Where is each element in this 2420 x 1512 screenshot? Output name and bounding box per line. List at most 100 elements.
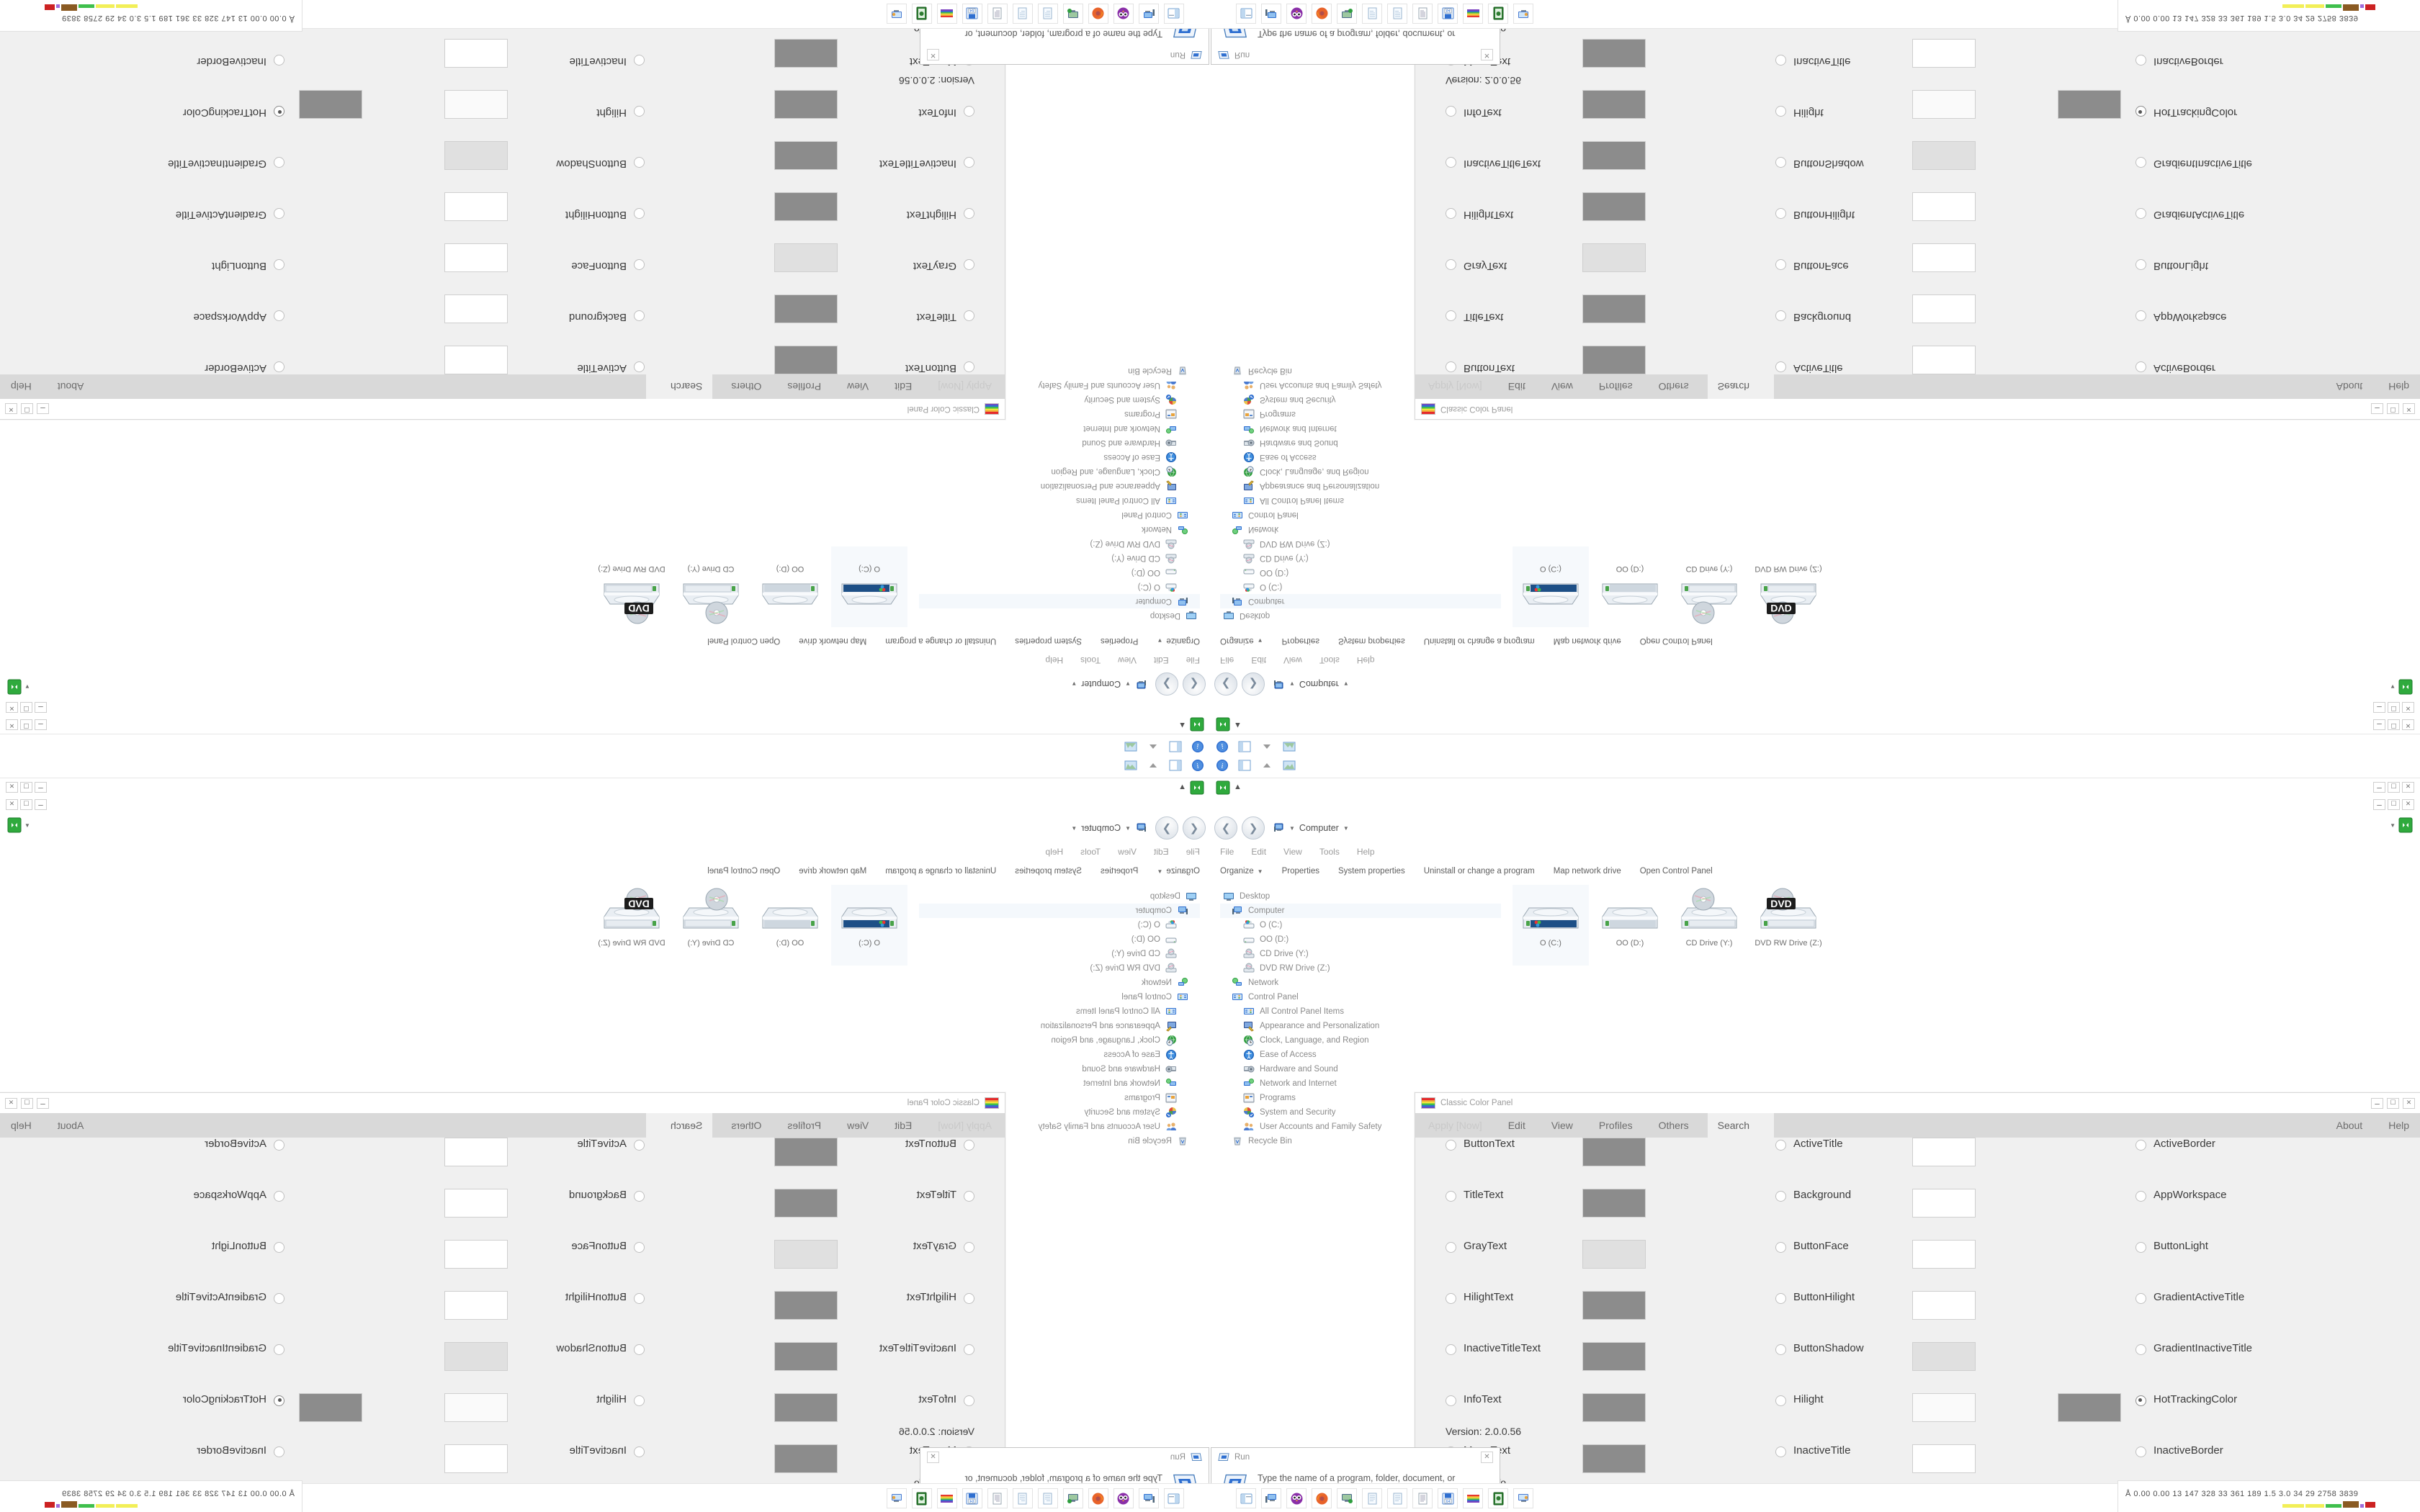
color-setting-row[interactable]: ButtonText — [658, 1138, 974, 1189]
chevron-down-icon[interactable]: ▼ — [2390, 822, 2396, 829]
color-swatch[interactable] — [444, 1291, 508, 1320]
system-properties-button[interactable]: System properties — [1338, 636, 1405, 645]
drive-item[interactable]: OO (D:) — [752, 885, 828, 966]
menu-item-help[interactable]: Help — [1356, 847, 1375, 857]
color-swatch[interactable] — [1912, 90, 1976, 119]
color-swatch[interactable] — [774, 1291, 838, 1320]
run-title-bar[interactable]: Run ✕ — [1211, 1448, 1500, 1467]
color-setting-row[interactable]: ButtonFace — [1775, 1240, 2092, 1291]
menu-item-tools[interactable]: Tools — [1080, 847, 1101, 857]
tree-item-computer[interactable]: Computer — [919, 594, 1200, 608]
taskbar-item-green-app[interactable] — [912, 1488, 932, 1508]
open-control-panel-button[interactable]: Open Control Panel — [1639, 636, 1713, 645]
color-radio[interactable] — [2136, 106, 2146, 117]
color-radio[interactable] — [1775, 106, 1786, 117]
taskbar-item-display-settings[interactable] — [1337, 1488, 1357, 1508]
menu-item-help[interactable]: Help — [1045, 655, 1064, 665]
color-radio[interactable] — [1775, 55, 1786, 66]
tree-item-oo-d[interactable]: OO (D:) — [919, 932, 1200, 947]
color-radio[interactable] — [274, 310, 284, 321]
green-refresh-icon[interactable] — [1190, 717, 1204, 732]
menu-item-tools[interactable]: Tools — [1080, 655, 1101, 665]
color-swatch[interactable] — [1912, 1189, 1976, 1218]
taskbar-item-firefox[interactable] — [1088, 1488, 1108, 1508]
color-setting-row[interactable]: ButtonText — [1446, 1138, 1762, 1189]
tree-item-user-accounts-and-family-safety[interactable]: User Accounts and Family Safety — [919, 1120, 1200, 1134]
color-setting-row[interactable]: ButtonShadow — [328, 119, 645, 170]
color-swatch[interactable] — [1912, 1138, 1976, 1166]
color-radio[interactable] — [1775, 1191, 1786, 1202]
taskbar-item-display-settings[interactable] — [1337, 4, 1357, 24]
tree-item-dvd-rw-drive-z[interactable]: DVD RW Drive (Z:) — [919, 536, 1200, 551]
tree-item-desktop[interactable]: Desktop — [1220, 889, 1501, 904]
menu-item-edit[interactable]: Edit — [1507, 1120, 1525, 1131]
chevron-down-icon[interactable]: ▼ — [1071, 824, 1077, 832]
nav-forward-button[interactable]: ❯ — [1242, 816, 1265, 840]
taskbar-item-firefox[interactable] — [1312, 1488, 1332, 1508]
drive-item[interactable]: DVD DVD RW Drive (Z:) — [593, 546, 670, 627]
taskbar-item-notepad[interactable] — [1362, 1488, 1382, 1508]
color-radio[interactable] — [1446, 1293, 1456, 1304]
color-setting-row[interactable]: ActiveBorder — [11, 323, 284, 374]
color-radio[interactable] — [2136, 1446, 2146, 1457]
minimize-icon[interactable]: ⚊ — [35, 782, 47, 793]
tree-item-all-control-panel-items[interactable]: All Control Panel Items — [1220, 1004, 1501, 1019]
minimize-icon[interactable]: ⚊ — [37, 1098, 49, 1109]
color-setting-row[interactable]: HotTrackingColor — [2058, 68, 2409, 119]
ccp-title-bar[interactable]: Classic Color Panel ⚊ ☐ ✕ — [0, 399, 1005, 419]
tree-item-cd-drive-y[interactable]: CD Drive (Y:) — [1220, 551, 1501, 565]
tree-item-hardware-and-sound[interactable]: Hardware and Sound — [1220, 436, 1501, 450]
color-radio[interactable] — [1446, 361, 1456, 372]
maximize-icon[interactable]: ☐ — [2387, 1098, 2399, 1109]
color-setting-row[interactable]: Background — [1775, 272, 2092, 323]
tree-item-desktop[interactable]: Desktop — [919, 889, 1200, 904]
color-swatch[interactable] — [1912, 39, 1976, 68]
tree-item-network[interactable]: Network — [919, 976, 1200, 990]
color-swatch[interactable] — [774, 90, 838, 119]
drive-item[interactable]: OO (D:) — [752, 546, 828, 627]
close-icon[interactable]: ✕ — [6, 782, 18, 793]
chevron-down-icon[interactable]: ▼ — [24, 683, 30, 690]
taskbar-item-explorer-window[interactable] — [1236, 4, 1256, 24]
color-radio[interactable] — [634, 55, 645, 66]
drive-item[interactable]: CD Drive (Y:) — [673, 885, 749, 966]
minimize-icon[interactable]: ⚊ — [37, 403, 49, 414]
tree-item-user-accounts-and-family-safety[interactable]: User Accounts and Family Safety — [919, 378, 1200, 392]
nav-forward-button[interactable]: ❯ — [1242, 672, 1265, 696]
menu-item-tools[interactable]: Tools — [1319, 847, 1340, 857]
color-swatch[interactable] — [1582, 1291, 1646, 1320]
menu-item-profiles[interactable]: Profiles — [787, 1120, 822, 1131]
color-radio[interactable] — [634, 310, 645, 321]
color-swatch[interactable] — [774, 141, 838, 170]
color-radio[interactable] — [964, 1395, 974, 1406]
color-swatch[interactable] — [444, 1240, 508, 1269]
color-swatch[interactable] — [1582, 1138, 1646, 1166]
drive-item[interactable]: DVD DVD RW Drive (Z:) — [1750, 885, 1827, 966]
tree-item-oo-d[interactable]: OO (D:) — [1220, 565, 1501, 580]
tree-item-o-c[interactable]: O (C:) — [1220, 580, 1501, 594]
tree-item-ease-of-access[interactable]: Ease of Access — [1220, 450, 1501, 464]
color-setting-row[interactable]: GradientInactiveTitle — [11, 119, 284, 170]
color-setting-row[interactable]: InactiveTitleText — [658, 1342, 974, 1393]
search-input[interactable]: Search — [646, 1113, 713, 1138]
nav-back-button[interactable]: ❮ — [1214, 816, 1237, 840]
drive-item[interactable]: DVD DVD RW Drive (Z:) — [593, 885, 670, 966]
layout-pane-icon[interactable] — [1169, 740, 1182, 753]
close-icon[interactable]: ✕ — [2402, 702, 2414, 713]
color-radio[interactable] — [634, 1293, 645, 1304]
color-swatch[interactable] — [1582, 1342, 1646, 1371]
color-radio[interactable] — [634, 106, 645, 117]
tree-item-network-and-internet[interactable]: Network and Internet — [919, 1076, 1200, 1091]
color-radio[interactable] — [634, 1140, 645, 1151]
map-network-drive-button[interactable]: Map network drive — [799, 636, 867, 645]
layout-pane-icon[interactable] — [1238, 740, 1251, 753]
chevron-down-icon[interactable]: ▼ — [1343, 680, 1349, 688]
color-setting-row[interactable]: InfoText — [1446, 1393, 1762, 1444]
close-icon[interactable]: ✕ — [2403, 403, 2415, 414]
nav-forward-button[interactable]: ❯ — [1155, 816, 1178, 840]
color-radio[interactable] — [964, 310, 974, 321]
tree-item-o-c[interactable]: O (C:) — [919, 580, 1200, 594]
color-radio[interactable] — [634, 1446, 645, 1457]
color-radio[interactable] — [964, 1242, 974, 1253]
chevron-up-small-icon[interactable]: ▲ — [1178, 783, 1186, 791]
